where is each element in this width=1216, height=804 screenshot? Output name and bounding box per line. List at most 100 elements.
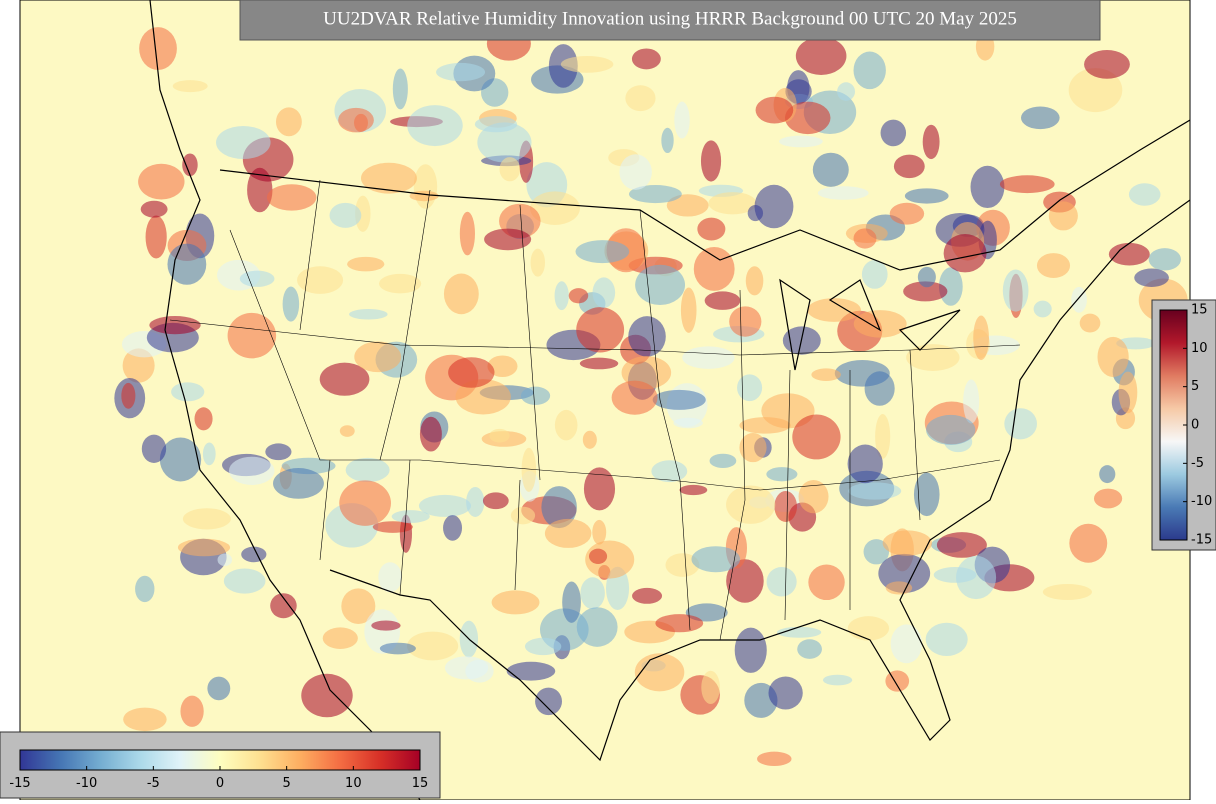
colorbar-tick-label: -5	[1191, 456, 1204, 471]
field-blob	[580, 577, 605, 610]
field-blob	[1097, 336, 1129, 378]
field-blob	[477, 122, 532, 163]
colorbar-tick-label: 0	[1191, 418, 1199, 433]
field-blob	[482, 492, 509, 510]
colorbar-tick-label: -15	[1191, 533, 1212, 548]
field-blob	[530, 191, 580, 225]
field-blob	[241, 546, 267, 563]
field-blob	[708, 192, 757, 215]
field-blob	[145, 215, 167, 259]
field-blob	[798, 479, 829, 514]
field-blob	[739, 433, 767, 463]
field-blob	[1042, 584, 1092, 600]
field-blob	[582, 430, 597, 449]
coastline	[329, 199, 1190, 762]
field-blob	[1079, 313, 1101, 333]
field-blob	[364, 609, 400, 654]
field-blob	[629, 185, 682, 204]
field-blob	[339, 480, 391, 526]
state-lines	[169, 179, 1021, 641]
boundaries	[149, 0, 1190, 800]
field-blob	[938, 267, 963, 306]
field-blob	[679, 484, 708, 496]
field-blob	[635, 264, 686, 306]
field-blob	[889, 202, 925, 225]
field-blob	[943, 234, 987, 273]
field-blob	[680, 287, 697, 333]
field-blob	[392, 68, 408, 110]
field-blob	[779, 135, 823, 148]
field-blob	[734, 627, 767, 673]
field-blob	[697, 217, 726, 241]
field-blob	[239, 270, 275, 287]
field-blob	[973, 315, 989, 361]
colorbar-tick-label: 10	[345, 776, 362, 791]
field-blob	[970, 165, 1005, 209]
field-blob	[1108, 242, 1150, 266]
field-blob	[768, 676, 803, 710]
colorbar-tick-label: -15	[9, 776, 30, 791]
field-blob	[172, 80, 208, 93]
field-blob	[576, 307, 625, 353]
field-blob	[579, 357, 619, 370]
field-blob	[270, 593, 297, 619]
field-blob	[665, 553, 700, 577]
field-blob	[135, 575, 155, 603]
field-blob	[651, 460, 688, 483]
field-blob	[202, 442, 216, 466]
field-blob	[282, 286, 300, 322]
field-blob	[701, 670, 720, 704]
field-blob	[885, 581, 913, 595]
field-blob	[140, 200, 168, 218]
field-blob	[339, 425, 355, 437]
field-blob	[207, 676, 231, 701]
field-blob	[792, 414, 841, 460]
field-blob	[837, 82, 856, 101]
field-blob	[812, 152, 849, 187]
field-blob	[413, 164, 438, 209]
field-blob	[466, 487, 485, 517]
field-blob	[338, 107, 374, 133]
colorbars: 15 10 5 0 -5 -10 -15 -15 -10 -5 0 5 10 15	[9, 303, 1212, 792]
field-blob	[301, 673, 353, 718]
field-blob	[575, 240, 630, 264]
field-blob	[372, 521, 413, 533]
field-blob	[524, 637, 562, 656]
field-blob	[847, 616, 890, 641]
field-blob	[774, 490, 797, 522]
field-blob	[159, 437, 202, 482]
colorbar	[1159, 309, 1188, 541]
field-blob	[273, 468, 324, 499]
northern-border	[219, 119, 1190, 271]
field-blob	[853, 51, 886, 90]
field-blob	[956, 555, 997, 600]
field-blob	[655, 614, 704, 633]
colorbar-tick-label: 15	[1191, 303, 1208, 318]
field-blob	[861, 260, 888, 289]
field-blob	[766, 566, 797, 597]
field-blob	[673, 417, 703, 429]
field-blob	[745, 266, 764, 296]
field-blob	[319, 362, 370, 396]
field-blob	[554, 281, 569, 311]
field-blob	[489, 428, 510, 443]
field-blob	[487, 355, 518, 378]
field-blob	[1002, 269, 1029, 312]
field-blob	[766, 467, 798, 482]
field-blob	[562, 581, 581, 623]
field-blob	[682, 346, 735, 369]
field-blob	[138, 163, 185, 200]
colorbar-tick-label: 15	[412, 776, 429, 791]
colorbar-tick-label: 5	[1191, 379, 1199, 394]
field-blob	[182, 508, 231, 530]
field-blob	[700, 140, 722, 182]
field-blob	[784, 101, 831, 135]
field-blob	[875, 413, 891, 459]
field-blob	[822, 674, 853, 686]
field-blob	[535, 687, 563, 716]
field-blob	[1020, 106, 1060, 130]
field-blob	[121, 382, 136, 409]
title: UU2DVAR Relative Humidity Innovation usi…	[323, 8, 1017, 29]
